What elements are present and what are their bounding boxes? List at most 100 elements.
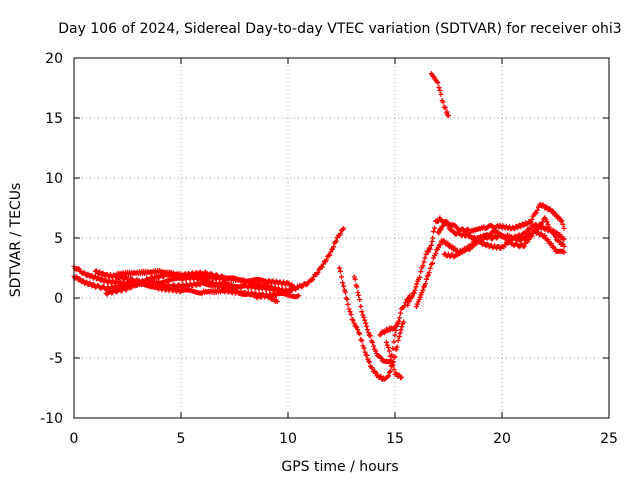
data-point [391,355,397,361]
data-point [344,296,350,302]
data-point [362,349,368,355]
data-point [396,334,402,340]
data-point [403,300,409,305]
data-point [418,269,424,275]
data-point [386,348,392,354]
data-point [364,352,370,358]
data-point [352,276,358,282]
data-point [340,280,346,286]
data-point [397,330,403,336]
data-point [437,242,443,248]
data-point [420,287,426,293]
x-tick-label: 5 [177,431,186,447]
data-point [320,261,326,267]
data-point [395,338,401,343]
y-tick-label: 5 [54,231,63,247]
data-point [467,247,473,252]
data-point [429,239,435,244]
data-point [560,221,566,227]
data-point [521,222,527,228]
x-tick-label: 25 [600,431,618,447]
data-point [522,236,528,242]
data-points [71,71,567,382]
data-point [434,247,440,253]
data-point [421,259,427,265]
data-point [540,219,546,225]
plot-frame [73,57,610,419]
data-point [362,317,368,323]
data-point [355,290,361,295]
data-point [398,327,404,333]
data-point [437,87,443,93]
data-point [354,284,360,290]
data-point [444,109,450,115]
data-point [425,272,431,278]
data-point [387,353,393,359]
data-point [351,320,357,326]
data-point [431,229,436,234]
data-point [337,231,343,237]
data-point [219,273,225,279]
data-point [445,240,451,246]
y-tick-label: 15 [45,111,63,127]
data-point [332,239,338,245]
data-point [427,246,433,252]
data-point [441,104,447,110]
y-axis-label: SDTVAR / TECUs [8,183,24,298]
data-point [359,338,365,344]
data-point [349,316,355,322]
data-point [370,365,375,371]
x-tick-label: 0 [70,431,79,447]
data-point [394,321,400,327]
data-point [559,218,565,223]
data-point [425,249,431,255]
data-point [330,246,336,252]
data-point [545,237,551,243]
data-point [409,294,414,300]
x-tick-label: 20 [493,431,511,447]
data-point [436,85,442,90]
data-point [394,344,400,350]
data-point [392,332,398,338]
data-point [356,292,362,298]
tick-labels: 0 5 10 15 20 25 -10 -5 0 5 10 15 20 [40,51,618,447]
data-point [365,327,370,333]
data-point [291,284,297,290]
data-point [393,347,399,353]
y-tick-label: 20 [45,51,63,67]
data-point [551,245,557,251]
data-point [561,225,567,231]
data-point [327,252,333,258]
data-point [357,297,363,303]
data-point [285,290,291,296]
data-point [351,274,357,280]
data-point [90,281,96,287]
data-point [405,302,411,308]
data-point [274,299,280,305]
x-axis-label: GPS time / hours [281,459,398,475]
data-point [328,249,334,255]
data-point [339,274,344,280]
data-point [350,317,356,323]
data-point [446,113,451,119]
data-point [383,339,389,345]
data-point [388,357,394,363]
data-point [543,204,549,210]
data-point [358,304,364,309]
data-point [558,218,564,224]
data-point [430,260,435,266]
data-point [438,91,444,97]
data-point [337,268,343,274]
data-point [522,243,527,249]
data-point [347,309,353,315]
data-point [319,264,325,270]
data-point [561,243,567,249]
data-point [345,301,351,307]
data-point [315,269,321,275]
data-point [411,290,417,296]
data-point [561,236,567,242]
data-point [342,289,348,295]
data-point [413,284,419,290]
data-point [398,310,403,316]
